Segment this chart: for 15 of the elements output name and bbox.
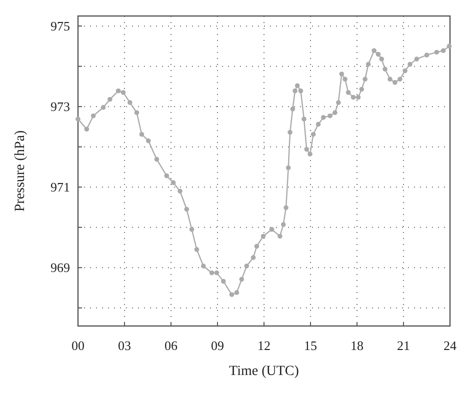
y-tick-label: 969 [50, 260, 70, 276]
x-tick-label: 15 [304, 338, 317, 353]
x-tick-label: 21 [397, 338, 410, 353]
y-axis-title: Pressure (hPa) [13, 130, 28, 212]
x-tick-label: 03 [118, 338, 131, 353]
y-tick-label: 973 [50, 99, 70, 114]
x-axis-title: Time (UTC) [229, 364, 300, 379]
x-tick-label: 24 [444, 338, 457, 353]
x-tick-label: 00 [72, 338, 84, 353]
y-tick-label: 971 [50, 180, 70, 195]
x-tick-label: 06 [164, 338, 178, 353]
x-tick-label: 18 [350, 338, 364, 353]
x-tick-label: 12 [258, 338, 270, 353]
x-tick-label: 09 [211, 338, 224, 353]
y-tick-label: 975 [50, 18, 70, 34]
